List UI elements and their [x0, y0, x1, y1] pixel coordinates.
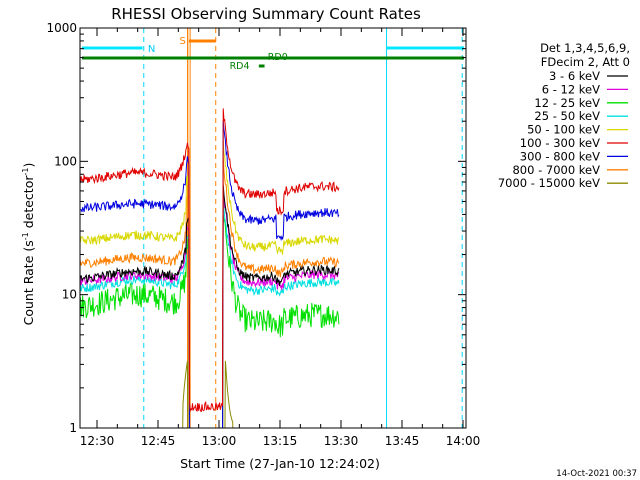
series-line-6-12-kev [80, 187, 340, 428]
y-label-mid: detector [21, 175, 36, 233]
legend-entry-label: 12 - 25 keV [534, 96, 600, 110]
x-tick-label: 13:00 [202, 434, 237, 448]
x-tick-label: 12:30 [80, 434, 115, 448]
footer-date: 14-Oct-2021 00:37 [556, 469, 637, 479]
y-tick-label: 1 [69, 421, 77, 435]
y-axis: 1 10 100 1000 [46, 21, 466, 435]
x-tick-label: 14:00 [446, 434, 481, 448]
y-tick-label: 1000 [46, 21, 77, 35]
legend-header-line-1: Det 1,3,4,5,6,9, [540, 41, 630, 55]
legend-entry-label: 6 - 12 keV [542, 82, 600, 96]
night-label: N [148, 44, 155, 55]
legend-entry-label: 300 - 800 keV [520, 149, 600, 163]
legend-header-line-2: FDecim 2, Att 0 [541, 55, 630, 69]
legend-entry-label: 800 - 7000 keV [512, 163, 600, 177]
chart-title: RHESSI Observing Summary Count Rates [111, 5, 421, 23]
y-tick-label: 100 [54, 154, 77, 168]
rd0-label: RD0 [268, 52, 288, 63]
y-tick-label: 10 [62, 288, 77, 302]
series-line-300-800-kev [80, 120, 340, 428]
x-axis: 12:30 12:45 13:00 13:15 13:30 13:45 14:00 [80, 28, 481, 448]
legend-entry-label: 7000 - 15000 keV [498, 176, 600, 190]
rd4-label: RD4 [230, 61, 250, 72]
x-tick-label: 13:45 [385, 434, 420, 448]
plot-content [80, 28, 463, 428]
series-line-12-25-kev [80, 214, 340, 428]
y-label-end: ) [21, 163, 36, 168]
svg-text:Count Rate (s-1 detector-1): Count Rate (s-1 detector-1) [21, 163, 36, 326]
y-label-sup2: -1 [21, 168, 30, 176]
legend-entry-label: 100 - 300 keV [520, 136, 600, 150]
x-tick-label: 13:15 [263, 434, 298, 448]
plot-frame [79, 27, 467, 429]
y-axis-label: Count Rate (s-1 detector-1) [21, 163, 36, 326]
plot-area: N S RD0 RD4 [79, 27, 467, 429]
x-tick-label: 12:45 [141, 434, 176, 448]
x-axis-label: Start Time (27-Jan-10 12:24:02) [180, 456, 380, 471]
series-line-50-100-kev [80, 140, 340, 428]
y-label-main: Count Rate (s [21, 240, 36, 325]
y-label-sup1: -1 [21, 232, 30, 240]
legend: Det 1,3,4,5,6,9, FDecim 2, Att 0 3 - 6 k… [498, 41, 630, 190]
saa-label: S [180, 36, 186, 47]
series-line-100-300-kev [80, 108, 340, 413]
x-tick-label: 13:30 [324, 434, 359, 448]
series-line-7000-15000-kev [182, 360, 234, 428]
legend-entry-label: 50 - 100 keV [527, 123, 600, 137]
series-line-3-6-kev [80, 184, 340, 428]
series-line-800-7000-kev [80, 157, 340, 428]
legend-entry-label: 3 - 6 keV [549, 69, 600, 83]
legend-entry-label: 25 - 50 keV [534, 109, 600, 123]
